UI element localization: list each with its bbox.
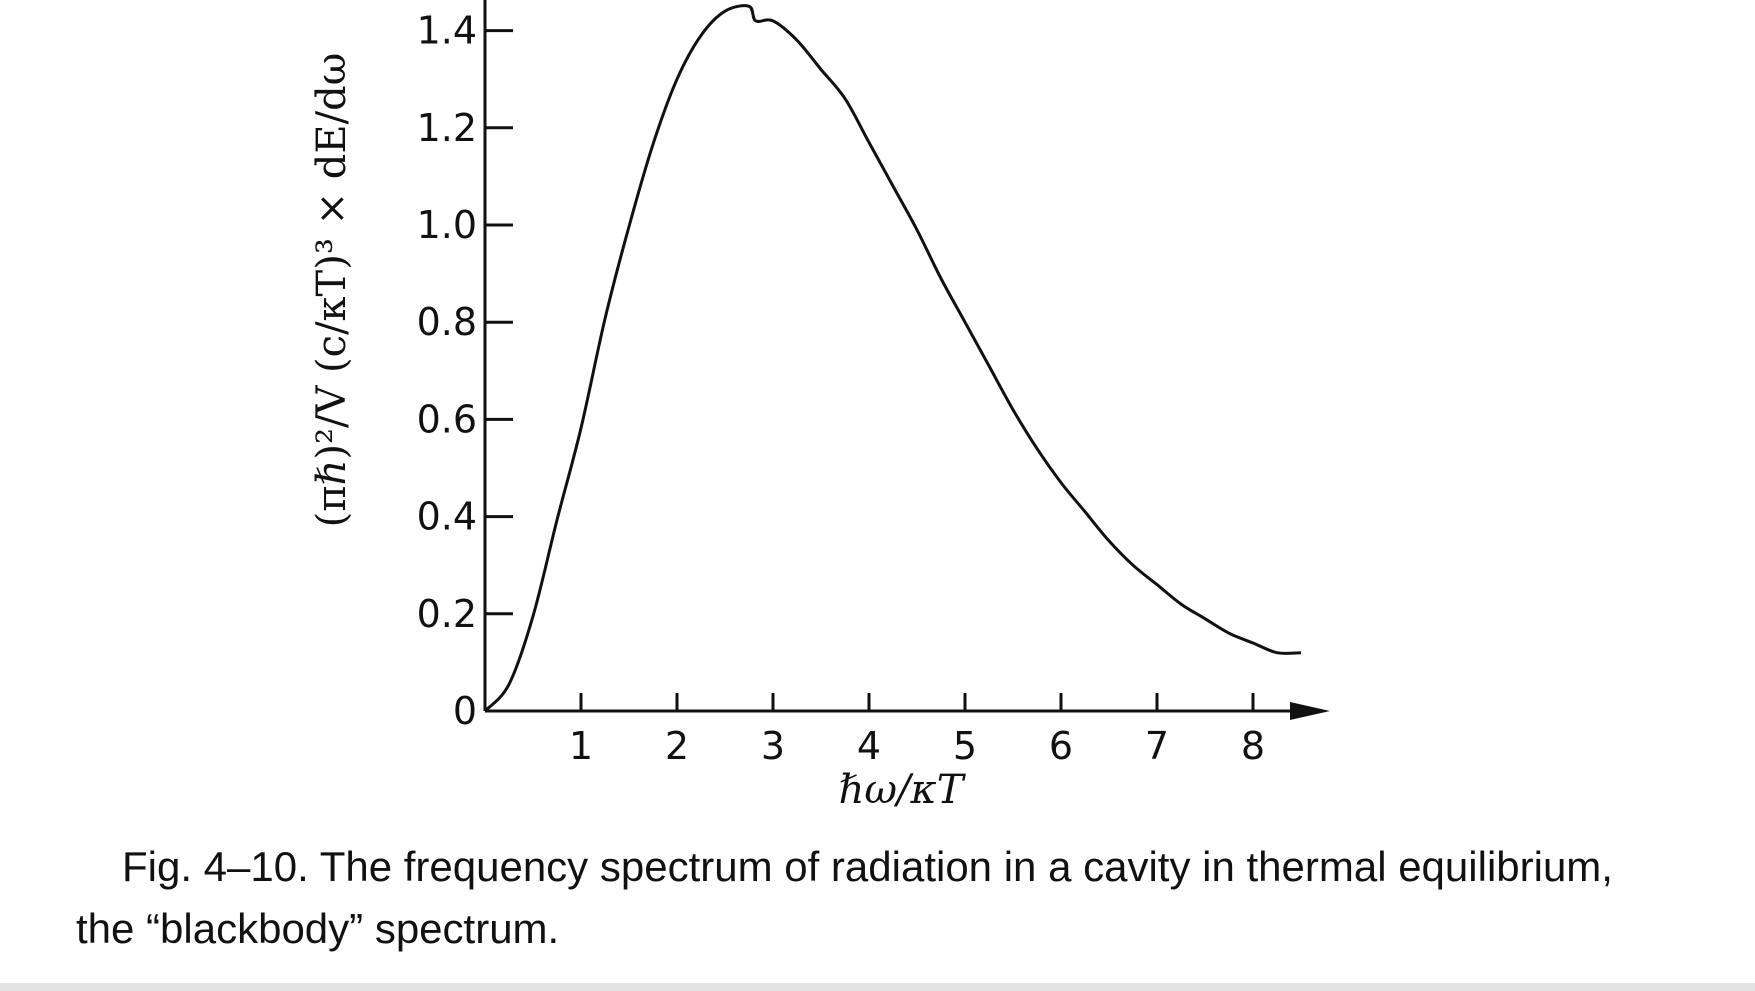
y-axis-title-text: (πℏ)²/V (c/κT)³ × dE/dω <box>309 53 355 528</box>
x-tick-label: 7 <box>1145 724 1169 768</box>
x-tick-label: 2 <box>665 724 689 768</box>
x-ticks: 1 2 3 4 5 6 7 8 <box>569 693 1265 768</box>
x-tick-label: 3 <box>761 724 785 768</box>
y-tick-label: 0.2 <box>417 592 477 636</box>
axes <box>483 0 1330 720</box>
y-ticks: 0 0.2 0.4 0.6 0.8 1.0 1.2 1.4 <box>417 9 513 733</box>
y-tick-label: 1.2 <box>417 106 477 150</box>
spectrum-curve <box>483 4 1302 713</box>
x-tick-label: 8 <box>1241 724 1265 768</box>
x-tick-label: 4 <box>857 724 881 768</box>
y-tick-label: 1.0 <box>417 203 477 247</box>
x-axis-title: ℏω/κT <box>839 767 967 813</box>
y-tick-label: 0 <box>453 689 477 733</box>
y-tick-label: 0.4 <box>417 495 477 539</box>
bottom-divider <box>0 983 1755 991</box>
y-axis-title: (πℏ)²/V (c/κT)³ × dE/dω <box>309 53 355 528</box>
y-tick-label: 0.8 <box>417 300 477 344</box>
x-tick-label: 6 <box>1049 724 1073 768</box>
y-tick-label: 1.4 <box>417 9 477 53</box>
x-tick-label: 5 <box>953 724 977 768</box>
x-axis-arrowhead <box>1290 702 1330 720</box>
series-layer <box>483 4 1302 713</box>
x-tick-label: 1 <box>569 724 593 768</box>
figure-caption: Fig. 4–10. The frequency spectrum of rad… <box>76 843 1613 952</box>
y-tick-label: 0.6 <box>417 397 477 441</box>
